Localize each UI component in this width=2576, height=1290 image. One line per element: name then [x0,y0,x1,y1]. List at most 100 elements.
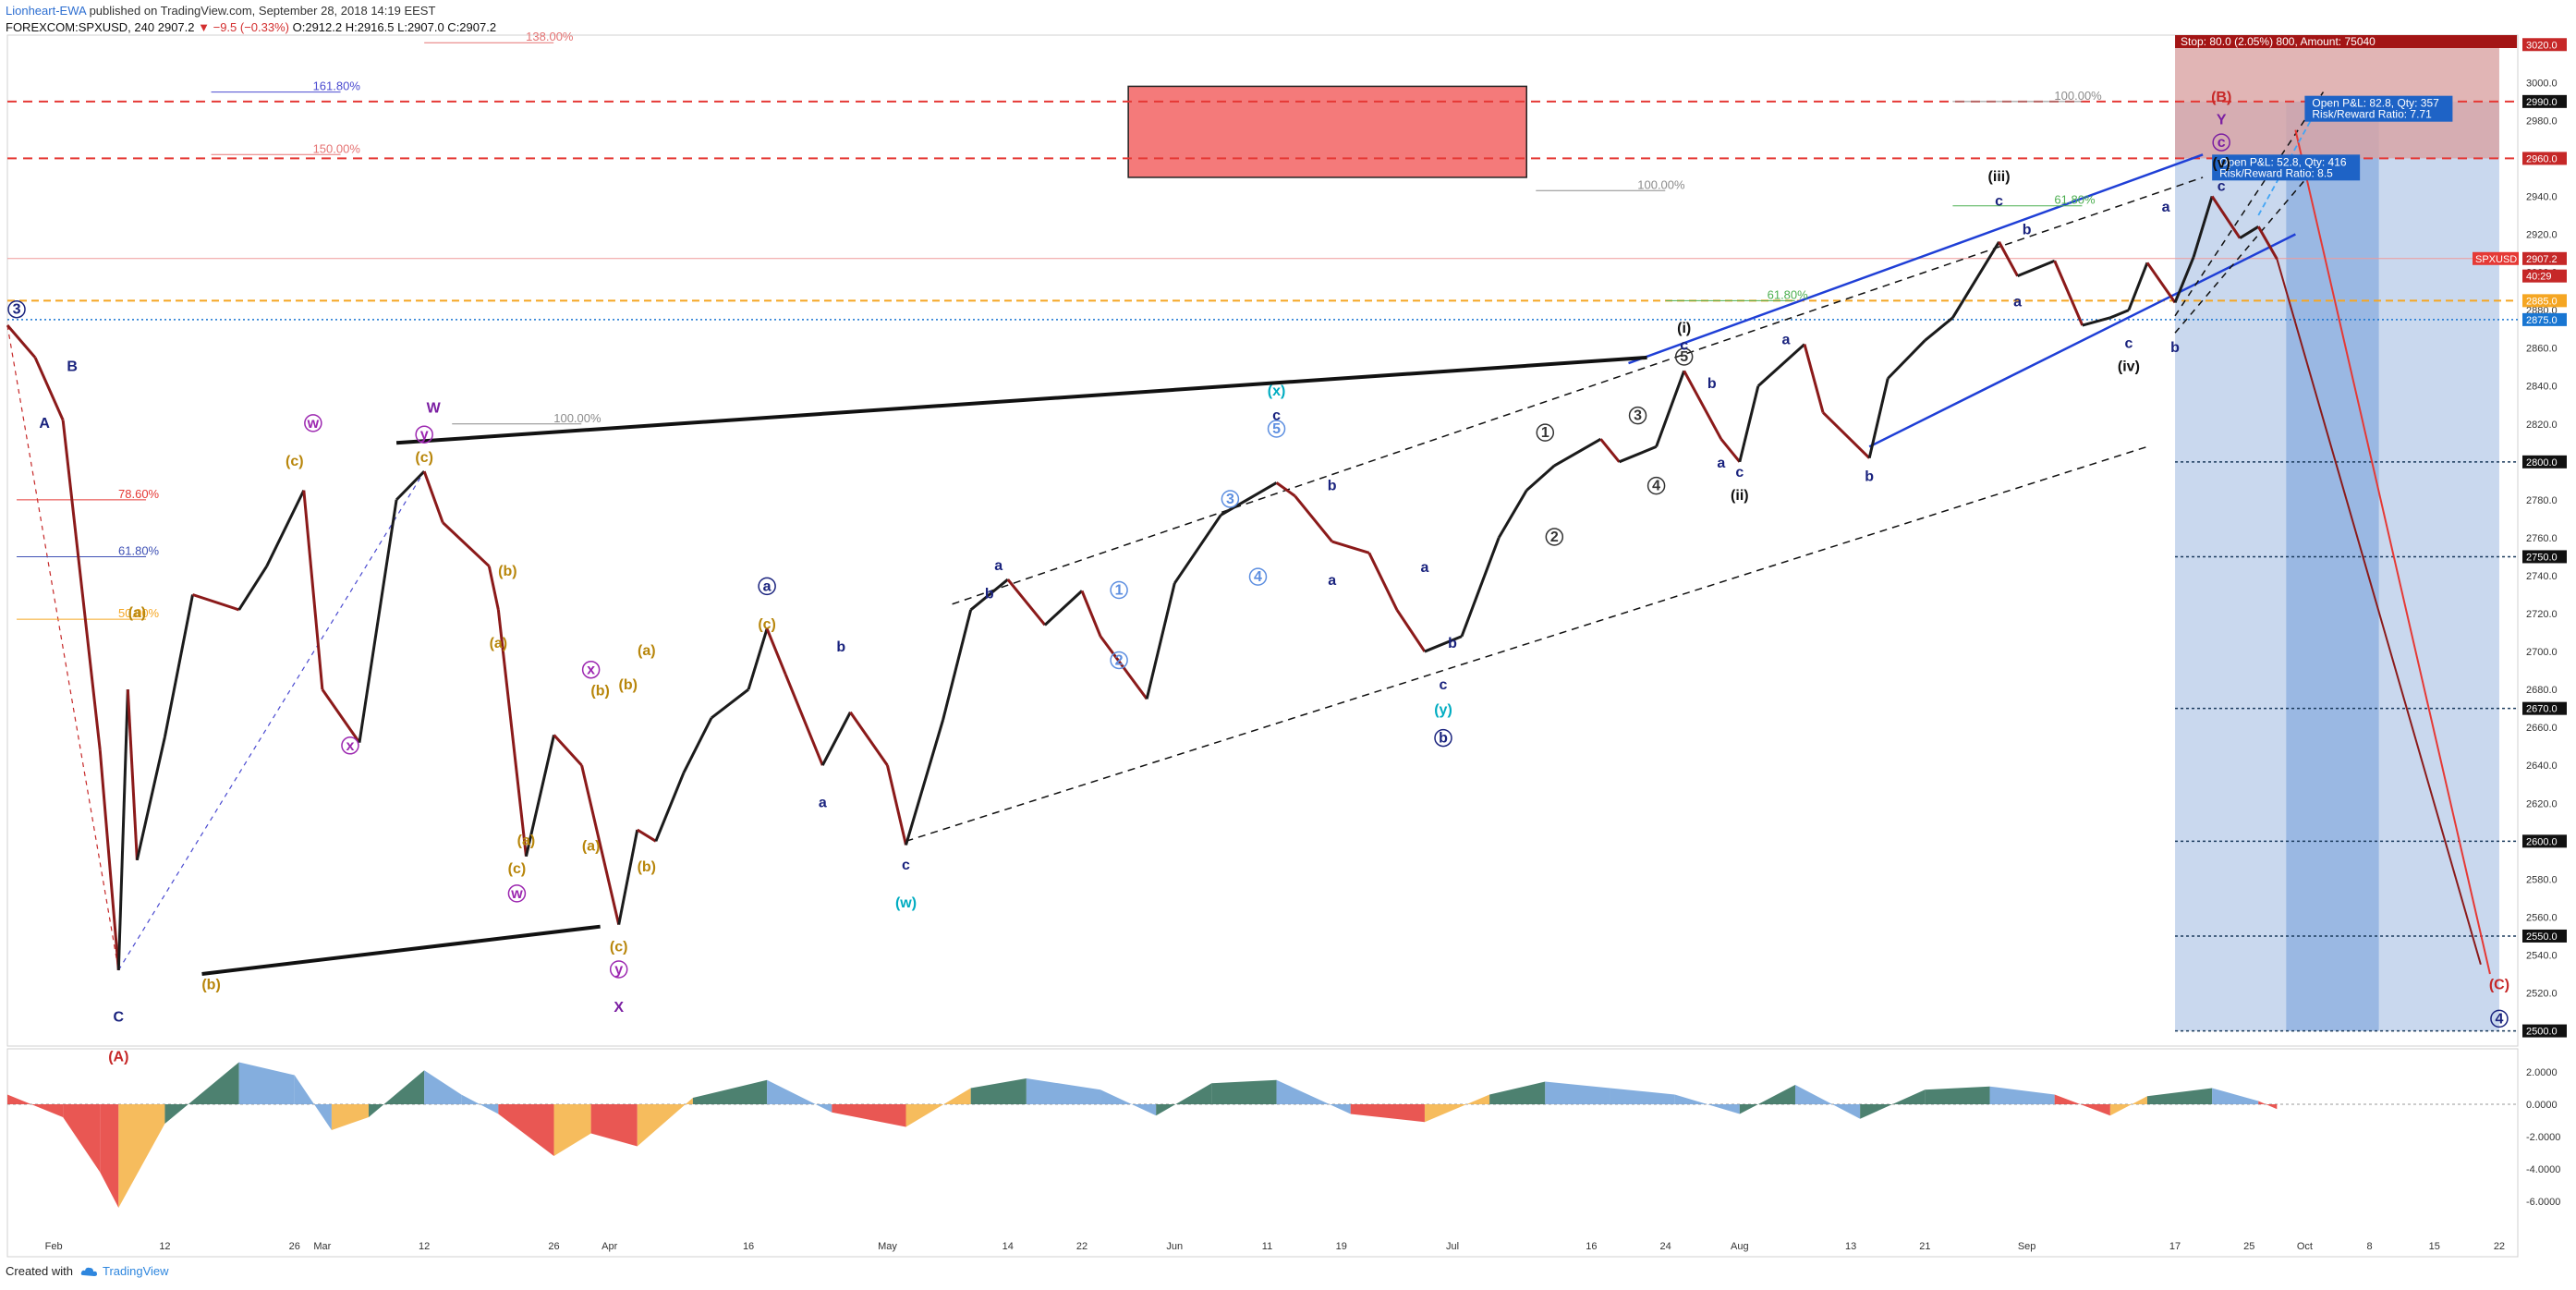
wave-label: c [1440,677,1448,693]
wave-label: 3 [13,302,21,318]
price-segment [1275,481,1296,497]
wave-label: A [39,416,50,432]
wave-label: a [2013,295,2022,310]
price-tick: 2620.0 [2526,798,2558,809]
wave-label: (x) [1268,383,1286,399]
price-tag-bg-7 [2522,455,2567,469]
fib-label-4: 78.60% [118,487,160,501]
price-pane-frame [6,34,2519,1047]
price-segment [1460,537,1501,638]
wave-label-circle [341,736,359,755]
osc-area [63,1104,101,1173]
price-segment [1822,411,1871,459]
osc-tick: -4.0000 [2526,1164,2560,1175]
price-tag-bg-3 [2522,251,2567,265]
price-segment [442,521,491,567]
price-tick: 2660.0 [2526,723,2558,734]
wave-label: (c) [286,454,304,469]
price-segment [1294,494,1333,542]
price-tag-4: 40:29 [2526,272,2552,283]
price-tag-bg-12 [2522,1024,2567,1038]
wave-label: 4 [1652,479,1660,494]
osc-area [1026,1078,1101,1104]
tradingview-brand: TradingView [102,1264,169,1278]
wave-label-circle [1110,651,1128,670]
wave-label: C [114,1009,125,1025]
wave-label: 2 [1115,652,1124,668]
time-tick: 16 [743,1241,754,1252]
price-segment [2017,259,2056,278]
tradingview-logo[interactable]: TradingView [80,1264,169,1278]
time-tick: Jul [1446,1241,1459,1252]
osc-area [1545,1081,1610,1104]
price-segment [636,828,657,843]
osc-area [2109,1096,2147,1116]
price-segment [765,627,787,675]
wave-label: (ii) [1731,488,1749,504]
osc-area [1211,1079,1277,1104]
wave-label-circle [1628,406,1647,425]
price-segment [422,470,444,524]
wave-label: (b) [590,683,609,699]
stop-banner [2175,35,2518,48]
wave-label-circle [1434,728,1452,748]
price-tick: 2740.0 [2526,571,2558,582]
price-segment [617,829,639,925]
wave-label-circle [1221,490,1240,508]
author-link[interactable]: Lionheart-EWA [6,4,86,18]
price-segment [1080,590,1102,638]
price-segment [2192,196,2214,258]
time-tick: 8 [2367,1241,2373,1252]
wave-label: b [985,587,994,602]
price-segment [969,578,1009,612]
trendline-upper [395,355,1647,445]
wave-label-circle [7,299,26,319]
wave-label: y [420,427,429,443]
price-tag-11: 2550.0 [2526,931,2558,943]
wave-label: a [763,578,772,594]
wave-label: c [1272,408,1281,424]
osc-area [832,1104,906,1127]
price-tag-10: 2600.0 [2526,836,2558,847]
wave-label: a [2162,200,2170,215]
wave-label-circle [609,960,628,979]
osc-area [100,1104,119,1208]
price-tag-3: 2907.2 [2526,254,2558,265]
price-segment [711,688,749,720]
price-segment [1887,339,1926,380]
time-tick: 13 [1845,1241,1856,1252]
wave-label: b [2023,223,2032,238]
price-tick: 2940.0 [2526,191,2558,202]
price-tick: 2760.0 [2526,533,2558,544]
position-box-pnl-1: Open P&L: 52.8, Qty: 416 [2219,155,2347,168]
price-segment [553,734,583,767]
osc-area [553,1104,591,1156]
wave-label: (a) [128,605,147,621]
price-segment [820,712,852,766]
time-tick: 22 [1076,1241,1088,1252]
price-segment [1924,316,1954,342]
wave-label-circle [1646,476,1666,495]
price-tick: 2520.0 [2526,989,2558,1000]
osc-tick: 2.0000 [2526,1067,2558,1078]
time-tick: 14 [1002,1241,1014,1252]
price-tag-12: 2500.0 [2526,1027,2558,1038]
price-segment [487,566,500,611]
wave-label: b [1328,479,1337,494]
wave-label: (c) [415,450,433,466]
time-tick: 22 [2494,1241,2505,1252]
wave-label: (c) [758,616,776,632]
price-segment [747,628,769,690]
price-tag-bg-0 [2522,38,2567,52]
wave-label: 4 [2495,1011,2503,1027]
position-box-rr-0: Risk/Reward Ratio: 7.71 [2312,108,2432,121]
position-box-pnl-0: Open P&L: 82.8, Qty: 357 [2312,97,2439,110]
price-segment [321,688,361,744]
osc-area [2212,1088,2259,1104]
price-tag-bg-4 [2522,269,2567,283]
price-tag-5: 2885.0 [2526,296,2558,307]
price-segment [2109,309,2130,320]
position-box-1 [2212,154,2361,181]
price-segment [1553,437,1602,468]
